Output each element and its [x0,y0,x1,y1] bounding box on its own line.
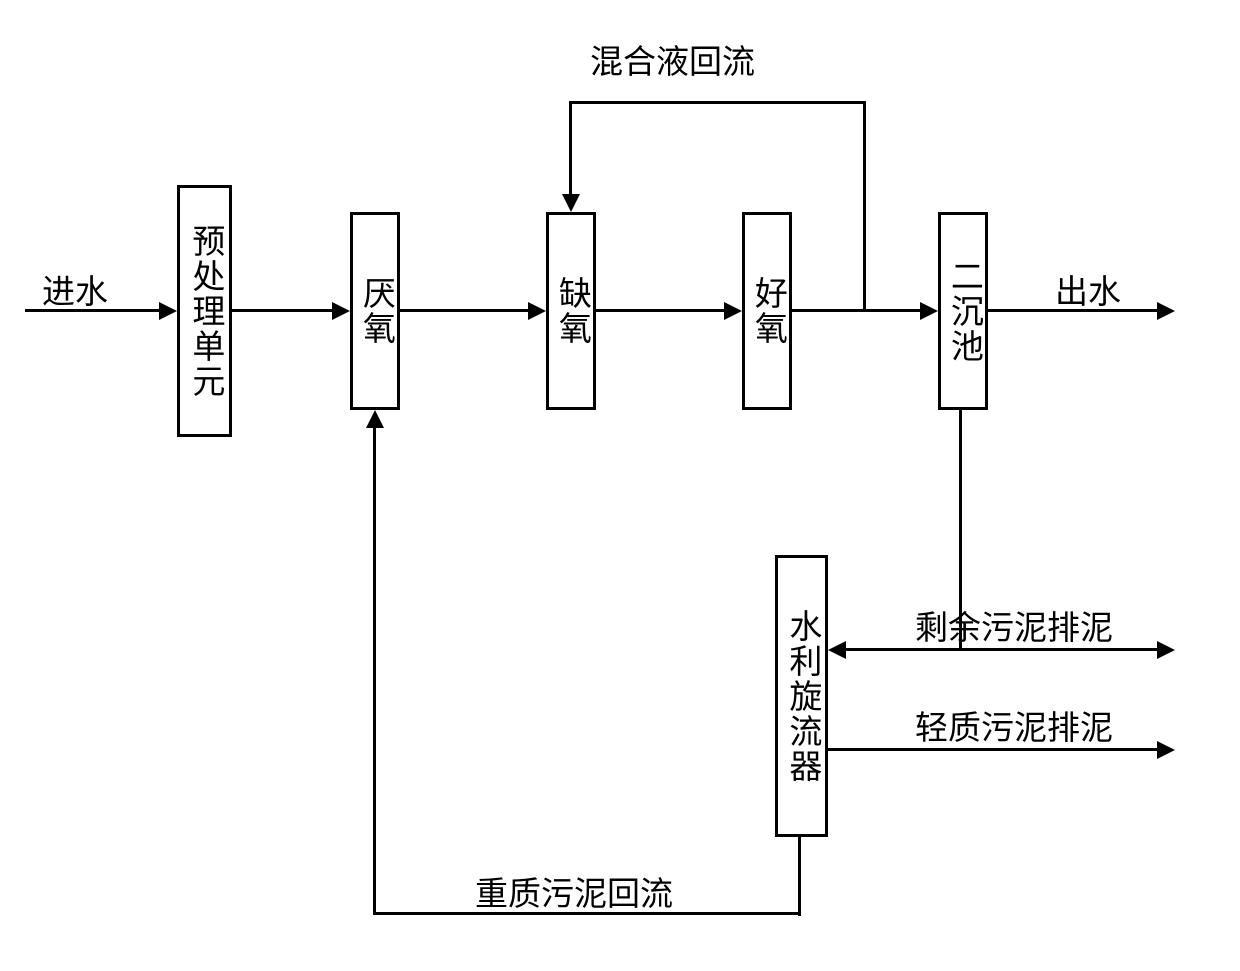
label-light-sludge: 轻质污泥排泥 [915,701,1113,749]
edge-anaerobic-anoxic [400,309,531,312]
arrowhead-anaerobic-anoxic [528,302,546,320]
arrowhead-excess-sludge [1157,641,1175,659]
node-aerobic-label: 好氧 [750,276,785,346]
node-anoxic-label: 缺氧 [554,276,589,346]
arrowhead-heavy-return [366,410,384,428]
edge-pre-anaerobic [232,309,335,312]
label-effluent: 出水 [1055,265,1121,313]
edge-anoxic-aerobic [596,309,727,312]
edge-clarifier-effluent [988,309,1160,312]
label-influent: 进水 [42,265,108,313]
edge-aerobic-clarifier [792,309,923,312]
edge-heavy-return-v2 [373,425,376,915]
node-hydrocyclone: 水利旋流器 [775,555,828,837]
arrowhead-light-sludge [1157,741,1175,759]
node-anoxic: 缺氧 [546,212,596,410]
arrowhead-influent [159,302,177,320]
node-pretreatment-label: 预处理单元 [187,224,222,399]
arrowhead-clarifier-effluent [1157,302,1175,320]
edge-influent [25,309,162,312]
edge-light-sludge [828,748,1160,751]
edge-mixed-return-h [569,101,866,104]
edge-heavy-return-v1 [798,837,801,916]
label-heavy-return: 重质污泥回流 [475,867,673,915]
node-clarifier-label: 二沉池 [946,259,981,364]
arrowhead-anoxic-aerobic [724,302,742,320]
node-clarifier: 二沉池 [938,212,988,410]
edge-mixed-return-v1 [863,103,866,311]
node-anaerobic-label: 厌氧 [358,276,393,346]
label-excess-sludge: 剩余污泥排泥 [915,601,1113,649]
arrowhead-mixed-return [562,194,580,212]
edge-excess-sludge [959,648,1160,651]
edge-to-hydrocyclone [846,648,962,651]
node-aerobic: 好氧 [742,212,792,410]
edge-mixed-return-v2 [569,103,572,197]
node-hydrocyclone-label: 水利旋流器 [784,609,819,784]
label-mixed-return: 混合液回流 [590,35,755,83]
edge-clarifier-down [959,410,962,651]
edge-heavy-return-h [373,912,801,915]
arrowhead-pre-anaerobic [332,302,350,320]
node-pretreatment: 预处理单元 [177,185,232,437]
node-anaerobic: 厌氧 [350,212,400,410]
arrowhead-to-hydrocyclone [828,641,846,659]
arrowhead-aerobic-clarifier [920,302,938,320]
